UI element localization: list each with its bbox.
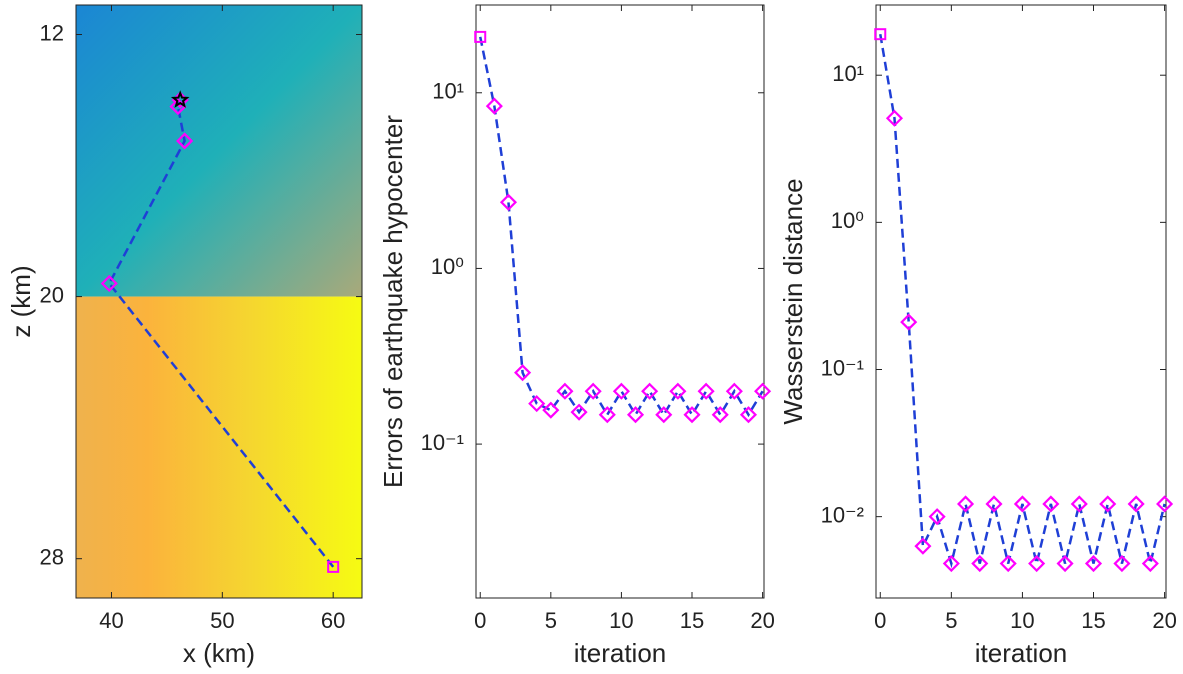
marker: [1127, 495, 1145, 513]
x-tick-label: 10: [1010, 608, 1034, 633]
y-tick-label: 10⁻¹: [421, 430, 464, 455]
marker: [1028, 554, 1046, 573]
marker: [1042, 495, 1060, 513]
x-tick-label: 20: [750, 608, 774, 633]
y-tick-label: 12: [40, 20, 64, 45]
x-tick-label: 50: [210, 608, 234, 633]
x-tick-label: 40: [99, 608, 123, 633]
y-tick-label: 10¹: [832, 61, 864, 86]
marker: [528, 395, 546, 413]
marker: [1099, 495, 1117, 513]
marker: [683, 406, 701, 424]
y-tick-label: 10¹: [432, 79, 464, 104]
y-axis-label: Wasserstein distance: [778, 178, 808, 424]
marker: [514, 364, 532, 382]
marker: [641, 382, 659, 400]
marker: [598, 406, 616, 424]
marker: [725, 382, 743, 400]
marker: [485, 97, 503, 115]
lower-layer: [76, 296, 362, 598]
y-tick-label: 10⁰: [831, 208, 864, 233]
data-line: [879, 33, 1166, 569]
marker: [612, 382, 630, 400]
marker: [697, 382, 715, 400]
marker: [499, 193, 518, 211]
upper-layer: [76, 5, 362, 297]
data-line: [479, 36, 764, 418]
y-axis-label: Errors of earthquake hypocenter: [378, 115, 408, 488]
x-tick-label: 0: [874, 608, 886, 633]
y-tick-label: 10⁻²: [821, 502, 864, 527]
data-line: [107, 99, 335, 568]
marker: [655, 406, 673, 424]
marker: [1113, 554, 1131, 573]
x-axis-label: x (km): [183, 638, 255, 668]
x-axis-label: iteration: [975, 638, 1068, 668]
marker: [1141, 554, 1159, 573]
marker: [985, 495, 1003, 513]
marker: [942, 554, 960, 573]
marker: [971, 554, 989, 573]
x-tick-label: 10: [609, 608, 633, 633]
x-tick-label: 5: [545, 608, 557, 633]
marker: [754, 382, 772, 400]
marker: [711, 406, 729, 424]
marker: [739, 406, 758, 424]
marker: [1013, 495, 1031, 513]
plot-frame: [75, 4, 363, 599]
y-tick-label: 20: [40, 282, 64, 307]
y-axis-label: z (km): [6, 265, 36, 337]
true-location: [170, 90, 190, 108]
x-axis-label: iteration: [574, 638, 667, 668]
marker: [542, 401, 560, 419]
marker: [626, 406, 645, 424]
marker: [1070, 495, 1088, 513]
x-tick-label: 20: [1152, 608, 1176, 633]
marker: [556, 382, 574, 400]
marker: [474, 30, 487, 43]
marker: [914, 537, 932, 555]
y-tick-label: 10⁰: [431, 254, 464, 279]
marker: [1084, 554, 1103, 573]
x-tick-label: 60: [321, 608, 345, 633]
marker: [928, 508, 946, 526]
marker: [1056, 554, 1074, 573]
marker: [327, 560, 340, 573]
marker: [900, 313, 918, 331]
marker: [100, 274, 118, 293]
y-tick-label: 10⁻¹: [821, 355, 864, 380]
x-tick-label: 0: [474, 608, 486, 633]
y-tick-label: 28: [40, 544, 64, 569]
x-tick-label: 15: [680, 608, 704, 633]
marker: [999, 554, 1017, 573]
marker: [669, 382, 687, 400]
plot-frame: [875, 4, 1167, 599]
x-tick-label: 15: [1081, 608, 1105, 633]
marker: [885, 109, 904, 127]
marker: [957, 495, 975, 513]
plot-frame: [475, 4, 765, 599]
marker: [176, 132, 194, 150]
marker: [1156, 495, 1174, 513]
marker: [584, 382, 602, 400]
x-tick-label: 5: [945, 608, 957, 633]
marker: [874, 28, 887, 41]
marker: [570, 403, 588, 421]
